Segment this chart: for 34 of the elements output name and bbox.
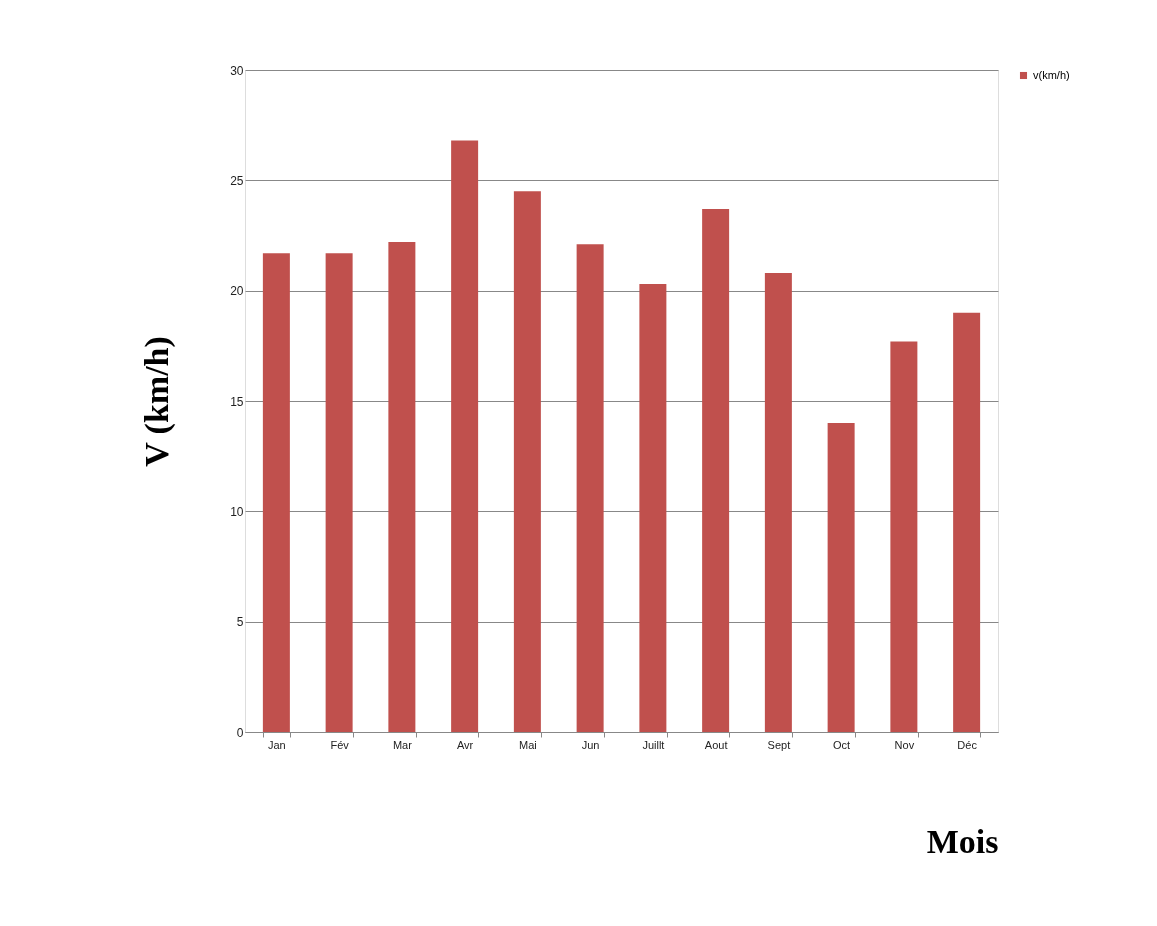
y-tick-label: 10 — [230, 504, 244, 519]
bar — [827, 423, 855, 732]
x-axis-title: Mois — [926, 822, 999, 860]
bar — [764, 273, 792, 732]
bar — [576, 244, 604, 732]
x-tick-label: Sept — [767, 738, 791, 751]
bar — [388, 242, 416, 732]
bar — [702, 209, 730, 732]
y-tick-label: 25 — [230, 173, 244, 188]
y-tick-label: 30 — [230, 63, 244, 78]
bar — [953, 312, 981, 732]
y-tick-label: 20 — [230, 284, 244, 299]
bar — [639, 284, 667, 732]
x-tick-label: Oct — [833, 738, 851, 751]
bar — [451, 140, 479, 732]
x-tick-label: Juillt — [642, 738, 665, 751]
bar — [890, 341, 918, 732]
x-tick-label: Jan — [268, 738, 286, 751]
x-tick-label: Fév — [330, 738, 350, 751]
x-tick-label: Jun — [581, 738, 600, 751]
bar — [262, 253, 290, 732]
x-tick-label: Avr — [456, 738, 474, 751]
bar — [513, 191, 541, 732]
x-tick-label: Déc — [957, 738, 978, 751]
x-tick-label: Mar — [392, 738, 413, 751]
y-tick-label: 5 — [236, 615, 244, 630]
x-tick-label: Nov — [894, 738, 915, 751]
x-tick-label: Aout — [704, 738, 728, 751]
y-tick-label: 0 — [236, 725, 244, 740]
bar — [325, 253, 353, 732]
x-tick-label: Mai — [519, 738, 537, 751]
y-axis-title: V (km/h) — [138, 336, 177, 467]
y-tick-label: 15 — [230, 394, 244, 409]
legend-label: v(km/h) — [1033, 68, 1070, 81]
